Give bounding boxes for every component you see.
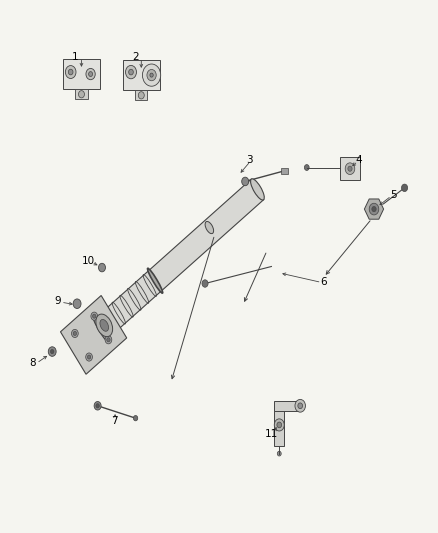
Text: 7: 7: [111, 416, 117, 426]
Bar: [274, 401, 300, 410]
Circle shape: [99, 263, 106, 272]
Circle shape: [369, 203, 379, 215]
Circle shape: [88, 71, 92, 76]
Text: 8: 8: [29, 358, 35, 368]
Circle shape: [138, 92, 144, 99]
Circle shape: [68, 69, 73, 75]
Ellipse shape: [251, 179, 264, 200]
Ellipse shape: [100, 319, 109, 332]
Circle shape: [345, 163, 355, 174]
Circle shape: [277, 422, 282, 428]
Circle shape: [348, 166, 352, 171]
Circle shape: [147, 69, 156, 81]
Circle shape: [277, 451, 281, 456]
Text: 1: 1: [71, 52, 78, 61]
Circle shape: [107, 338, 110, 342]
Circle shape: [134, 416, 138, 421]
Circle shape: [88, 355, 91, 359]
Bar: [63, 59, 100, 89]
Bar: [75, 89, 88, 99]
Text: 9: 9: [54, 296, 61, 306]
Text: 11: 11: [265, 429, 278, 439]
Bar: [123, 60, 159, 90]
Circle shape: [242, 177, 249, 185]
Polygon shape: [86, 179, 264, 347]
Text: 2: 2: [133, 52, 139, 61]
Circle shape: [295, 399, 305, 412]
Circle shape: [78, 91, 85, 98]
Text: 10: 10: [81, 256, 95, 266]
Circle shape: [142, 64, 161, 86]
Circle shape: [202, 280, 208, 287]
Polygon shape: [60, 295, 127, 374]
Bar: [281, 167, 288, 174]
Circle shape: [71, 329, 78, 337]
Ellipse shape: [205, 222, 214, 233]
Bar: [340, 157, 360, 180]
Polygon shape: [364, 199, 384, 219]
Ellipse shape: [93, 316, 110, 342]
Text: 6: 6: [321, 278, 327, 287]
Circle shape: [50, 350, 54, 354]
Circle shape: [48, 347, 56, 357]
Circle shape: [298, 403, 303, 409]
Circle shape: [96, 403, 99, 408]
Circle shape: [402, 184, 408, 191]
Circle shape: [372, 206, 376, 212]
Circle shape: [92, 314, 96, 318]
Ellipse shape: [148, 268, 162, 293]
Bar: [274, 410, 285, 446]
Circle shape: [86, 68, 95, 80]
Circle shape: [73, 332, 77, 335]
Circle shape: [150, 73, 153, 77]
Text: 4: 4: [355, 155, 362, 165]
Text: 5: 5: [390, 190, 397, 200]
Ellipse shape: [96, 314, 113, 337]
Circle shape: [73, 299, 81, 309]
Bar: [135, 90, 147, 100]
Circle shape: [304, 165, 309, 171]
Circle shape: [274, 419, 284, 431]
Circle shape: [91, 312, 98, 320]
Circle shape: [94, 401, 101, 410]
Circle shape: [126, 66, 137, 79]
Text: 3: 3: [246, 155, 253, 165]
Circle shape: [65, 66, 76, 78]
Circle shape: [105, 336, 112, 344]
Circle shape: [129, 69, 133, 75]
Circle shape: [86, 353, 92, 361]
